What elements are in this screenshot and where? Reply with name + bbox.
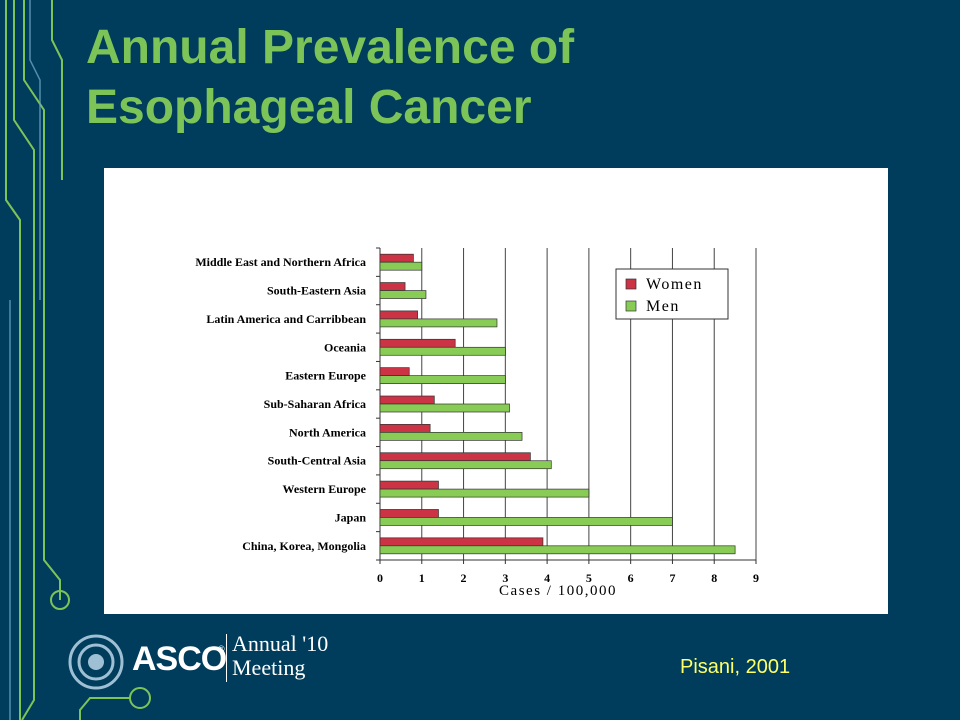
y-tick-label: South-Central Asia: [268, 454, 366, 468]
bar-men: [379, 545, 736, 555]
logo-asco-text: ASCO: [132, 640, 227, 678]
bar-women: [379, 424, 431, 433]
title-line-1: Annual Prevalence of: [86, 21, 575, 74]
logo-meeting-text: Meeting: [232, 655, 306, 680]
bar-women: [379, 509, 439, 518]
bar-women: [379, 253, 414, 263]
x-tick-label: 2: [461, 571, 467, 585]
bar-women: [379, 310, 418, 320]
bar-men: [379, 290, 427, 299]
y-tick-label: Latin America and Carribbean: [206, 312, 366, 326]
logo-registered-mark: ®: [218, 644, 225, 654]
x-tick-label: 7: [669, 571, 675, 585]
slide-title: Annual Prevalence of Esophageal Cancer: [86, 18, 906, 138]
x-tick-label: 9: [753, 571, 759, 585]
bar-men: [379, 375, 506, 384]
x-tick-label: 1: [419, 571, 425, 585]
bar-women: [379, 367, 410, 376]
bar-women: [379, 452, 531, 462]
bar-women: [379, 537, 544, 547]
x-tick-label: 6: [628, 571, 634, 585]
y-tick-label: North America: [289, 425, 366, 439]
x-tick-label: 5: [586, 571, 592, 585]
bar-chart: 0 1 2 3 4 5 6 7 8 9 Cases / 100,000 Middle East and…: [195, 247, 759, 599]
bar-women: [379, 480, 439, 490]
bar-men: [379, 517, 673, 526]
source-credit: Pisani, 2001: [680, 656, 791, 678]
y-tick-label: Oceania: [324, 340, 366, 354]
bar-men: [379, 318, 498, 328]
logo-divider: [226, 634, 227, 682]
logo-annual-text: Annual '10: [232, 631, 329, 656]
bar-men: [379, 346, 506, 356]
logo-target-icon: [68, 634, 124, 690]
legend-label-men: Men: [646, 298, 680, 315]
asco-annual-meeting-logo: ASCO ® Annual '10 Meeting: [60, 628, 360, 698]
y-tick-label: China, Korea, Mongolia: [242, 539, 366, 553]
x-tick-label: 3: [502, 571, 508, 585]
bar-women: [379, 282, 406, 291]
bar-men: [379, 432, 523, 441]
title-line-2: Esophageal Cancer: [86, 81, 532, 134]
y-tick-label: Western Europe: [283, 482, 367, 496]
bar-men: [379, 460, 552, 470]
legend-swatch-women: [625, 278, 637, 290]
x-tick-label: 4: [544, 571, 550, 585]
bar-men: [379, 488, 590, 498]
x-axis-title: Cases / 100,000: [499, 583, 617, 599]
bar-women: [379, 338, 456, 348]
y-tick-label: Eastern Europe: [285, 369, 366, 383]
y-tick-label: Sub-Saharan Africa: [264, 397, 366, 411]
bar-men: [379, 403, 510, 413]
bar-women: [379, 395, 435, 405]
legend-label-women: Women: [646, 276, 703, 293]
y-tick-label: Middle East and Northern Africa: [195, 255, 366, 269]
legend-swatch-men: [625, 300, 637, 312]
x-tick-label: 0: [377, 571, 383, 585]
x-tick-label: 8: [711, 571, 717, 585]
chart-panel: 0 1 2 3 4 5 6 7 8 9 Cases / 100,000 Middle East and…: [104, 168, 888, 614]
bar-men: [379, 261, 423, 271]
y-tick-label: South-Eastern Asia: [267, 284, 366, 298]
y-tick-label: Japan: [335, 510, 367, 524]
